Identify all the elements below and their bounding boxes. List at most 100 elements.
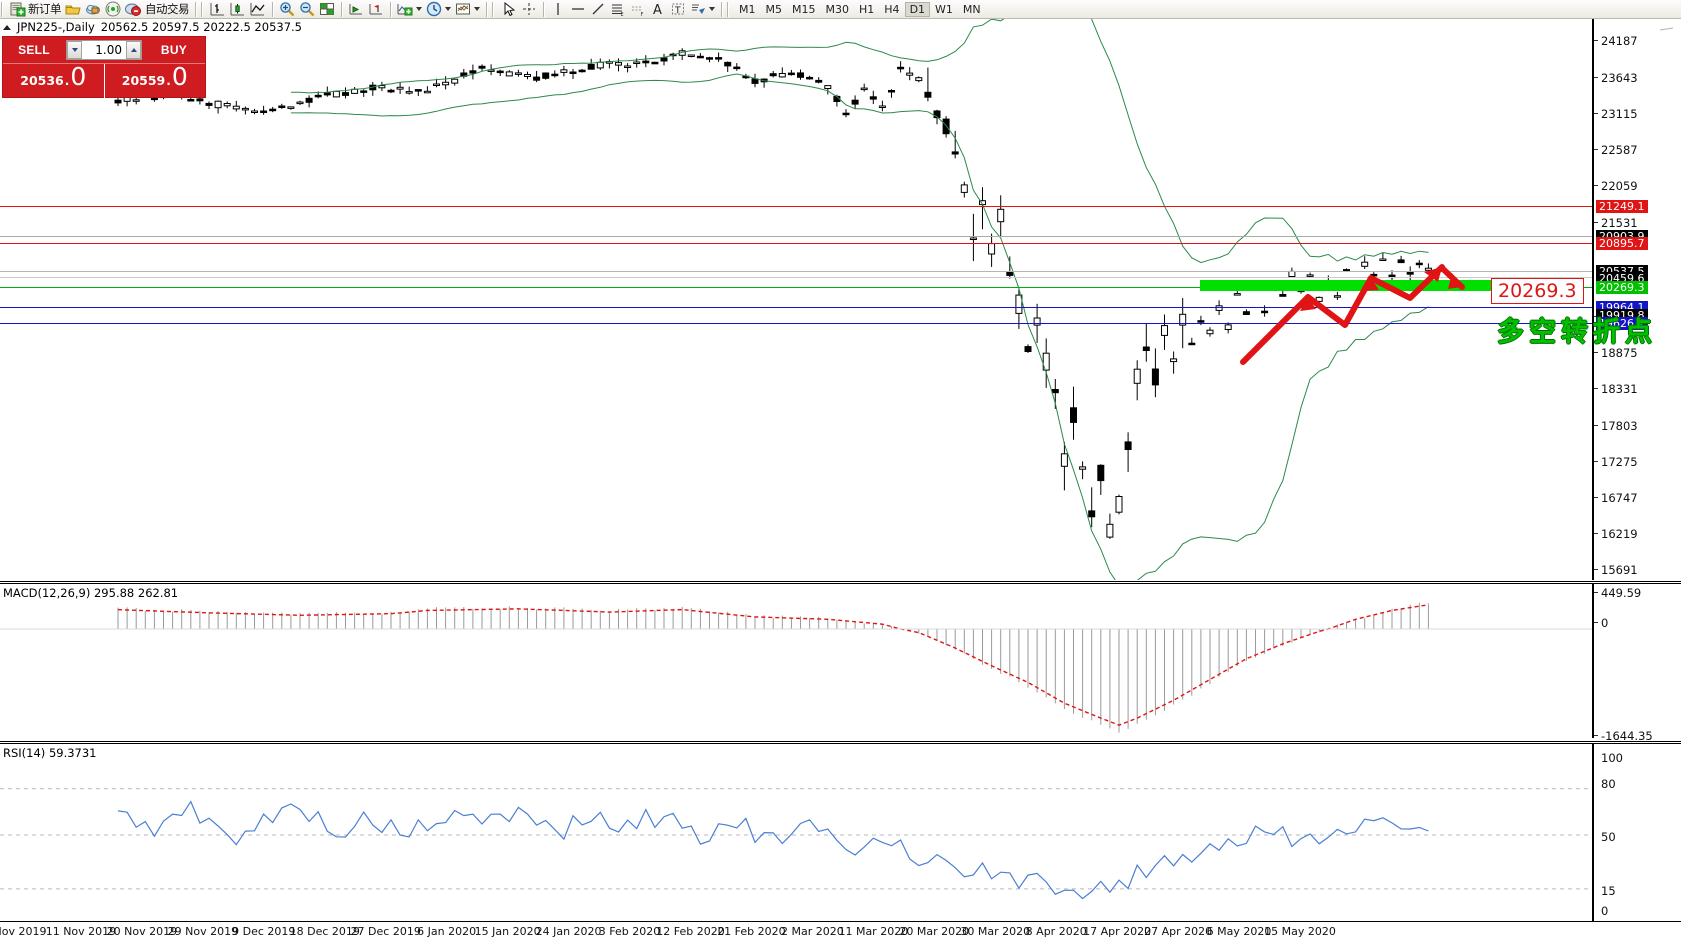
channel-tool-button[interactable]: F [628,1,648,18]
objects-button[interactable] [688,1,717,18]
templates-button[interactable] [453,1,482,18]
level-line-20537[interactable] [0,271,1592,272]
navigator-button[interactable] [123,1,143,18]
cursor-icon [501,1,517,17]
vline-tool-button[interactable] [548,1,568,18]
trendline-tool-button[interactable] [588,1,608,18]
timeframe-m1[interactable]: M1 [739,2,756,16]
date-tick: 9 Dec 2019 [232,925,296,938]
price-axis[interactable]: 24187 23643 23115 22587 22059 21531 1940… [1592,19,1681,580]
support-line-19964[interactable] [0,307,1592,308]
timeframe-mn[interactable]: MN [962,2,981,16]
timeframe-h1[interactable]: H1 [859,2,875,16]
sell-price[interactable]: 20536 . 0 [3,64,104,98]
compass-icon [125,1,141,17]
price-plot-area[interactable] [0,19,1592,580]
timeframe-h4[interactable]: H4 [884,2,900,16]
price-label-support-green[interactable]: 20269.3 [1596,281,1648,294]
volume-field[interactable]: 1.00 [66,40,142,60]
macd-axis[interactable]: 449.59 0 -1644.35 [1592,584,1681,743]
zoom-in-icon [279,1,295,17]
data-folder-button[interactable] [63,1,83,18]
volume-decrement-button[interactable] [67,41,82,59]
text-tool-button[interactable]: A [648,1,668,18]
timeframe-w1[interactable]: W1 [935,2,953,16]
toolbar-grip-4[interactable] [727,1,731,17]
price-label-resistance-2[interactable]: 20895.7 [1596,237,1648,250]
terminal-button[interactable] [83,1,103,18]
chevron-down-icon[interactable] [416,7,422,11]
collapse-triangle-icon[interactable] [3,24,11,30]
periods-button[interactable] [424,1,453,18]
zoom-out-icon [299,1,315,17]
indicators-icon [397,1,413,17]
date-tick: 15 Jan 2020 [474,925,541,938]
date-tick: 30 Mar 2020 [960,925,1031,938]
chevron-down-icon[interactable] [709,7,715,11]
timeframe-m5[interactable]: M5 [765,2,783,16]
auto-trading-label: 自动交易 [145,2,190,16]
volume-increment-button[interactable] [126,41,141,59]
rsi-pane[interactable]: RSI(14) 59.3731 100 80 50 15 0 [0,741,1681,921]
toolbar-grip[interactable] [1,1,5,17]
timeframe-m30[interactable]: M30 [825,2,850,16]
cloud-icon [85,1,101,17]
toolbar-grip-2[interactable] [201,1,205,17]
support-zone-bar[interactable] [1200,280,1511,291]
autoscroll-button[interactable] [317,1,337,18]
bar-chart-button[interactable] [208,1,228,18]
timeframe-m15[interactable]: M15 [792,2,816,16]
resistance-line-21249[interactable] [0,206,1592,207]
chevron-down-icon[interactable] [474,7,480,11]
support-line-20269[interactable] [0,287,1592,288]
chinese-annotation-text[interactable]: 多空转折点 [1497,317,1657,348]
macd-plot-area[interactable] [0,584,1592,738]
chart-end-button[interactable] [366,1,386,18]
buy-button-label[interactable]: BUY [160,43,188,57]
zigzag-arrow-annotation[interactable] [0,19,1592,580]
resistance-line-20896[interactable] [0,243,1592,244]
rsi-tick: 80 [1601,777,1616,791]
channel-icon: F [630,1,646,18]
macd-pane[interactable]: MACD(12,26,9) 295.88 262.81 449.59 0 -16… [0,581,1681,743]
price-label-resistance[interactable]: 21249.1 [1596,200,1648,213]
zoom-out-button[interactable] [297,1,317,18]
price-tick: 16219 [1601,527,1638,541]
rsi-axis[interactable]: 100 80 50 15 0 [1592,744,1681,921]
level-line-20460[interactable] [0,277,1592,278]
level-line-20904[interactable] [0,236,1592,237]
support-line-19627[interactable] [0,323,1592,324]
chart-shift-button[interactable] [346,1,366,18]
indicators-button[interactable] [395,1,424,18]
buy-price[interactable]: 20559 . 0 [103,64,206,98]
market-watch-button[interactable] [103,1,123,18]
label-tool-button[interactable]: T [668,1,688,18]
chevron-down-icon[interactable] [445,7,451,11]
chart-end-icon [368,1,384,17]
price-tick: 17803 [1601,419,1638,433]
line-chart-button[interactable] [248,1,268,18]
price-chart-pane[interactable]: 24187 23643 23115 22587 22059 21531 1940… [0,19,1681,580]
chart-scroll-indicator[interactable] [1659,21,1675,31]
volume-value[interactable]: 1.00 [95,43,122,57]
rsi-tick: 50 [1601,830,1616,844]
candlestick-button[interactable] [228,1,248,18]
timeframe-d1[interactable]: D1 [904,1,931,17]
crosshair-tool-button[interactable] [519,1,539,18]
toolbar-grip-3[interactable] [492,1,496,17]
auto-trading-button[interactable]: 自动交易 [143,1,191,18]
zoom-in-button[interactable] [277,1,297,18]
rsi-plot-area[interactable] [0,744,1592,921]
symbol-label: JPN225-,Daily [17,20,95,34]
one-click-trading-panel[interactable]: SELL 1.00 BUY 20536 . 0 20559 . 0 [2,36,206,98]
rsi-tick: 0 [1601,904,1609,918]
fibonacci-tool-button[interactable]: E [608,1,628,18]
new-order-button[interactable]: 新订单 [8,1,63,18]
svg-text:E: E [621,12,624,17]
price-callout-box[interactable]: 20269.3 [1491,278,1584,304]
sell-button-label[interactable]: SELL [18,43,50,57]
cursor-tool-button[interactable] [499,1,519,18]
hline-tool-button[interactable] [568,1,588,18]
price-label-support-blue-2[interactable]: 19626.7 [1596,317,1648,330]
